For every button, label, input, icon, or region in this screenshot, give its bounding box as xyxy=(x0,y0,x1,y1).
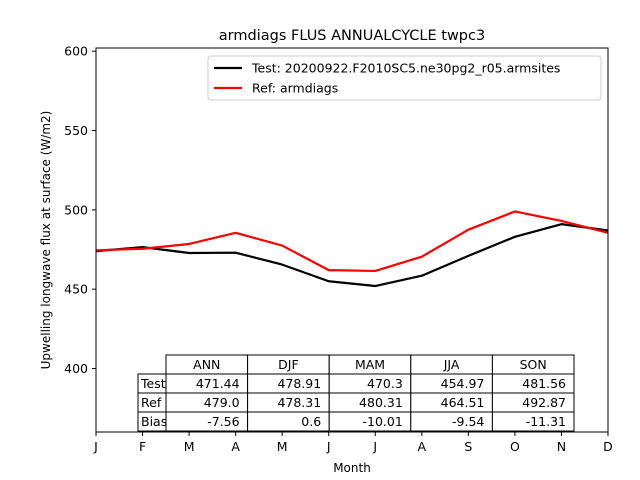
y-tick-label: 500 xyxy=(64,202,88,217)
table-row-label: Bias xyxy=(141,414,167,429)
table-cell-value: 470.3 xyxy=(367,376,403,391)
series-line-ref xyxy=(95,210,609,273)
y-tick-label: 550 xyxy=(64,123,88,138)
table-cell-value: 464.51 xyxy=(441,395,485,410)
table-cell-value: 478.31 xyxy=(277,395,321,410)
table-column-header: MAM xyxy=(355,357,385,372)
table-row-label: Test xyxy=(140,376,166,391)
series-line-test xyxy=(95,223,609,288)
x-tick-label: J xyxy=(372,439,377,454)
table-cell-value: -10.01 xyxy=(363,414,403,429)
table-cell-value: 454.97 xyxy=(441,376,485,391)
table-column-header: SON xyxy=(520,357,547,372)
x-tick-label: J xyxy=(326,439,331,454)
x-tick-label: M xyxy=(184,439,195,454)
legend-label: Test: 20200922.F2010SC5.ne30pg2_r05.arms… xyxy=(251,61,560,76)
y-tick-label: 600 xyxy=(64,44,88,59)
table-cell-value: 471.44 xyxy=(196,376,240,391)
y-tick-label: 400 xyxy=(64,361,88,376)
table-cell-value: -9.54 xyxy=(452,414,484,429)
table-cell-value: -11.31 xyxy=(526,414,566,429)
x-tick-label: F xyxy=(139,439,146,454)
table-row-label: Ref xyxy=(141,395,162,410)
chart-title: armdiags FLUS ANNUALCYCLE twpc3 xyxy=(219,28,485,44)
x-tick-label: D xyxy=(603,439,613,454)
x-tick-label: A xyxy=(231,439,240,454)
table-column-header: DJF xyxy=(278,357,299,372)
table-cell-value: 492.87 xyxy=(522,395,566,410)
x-tick-label: J xyxy=(93,439,98,454)
table-cell-value: 480.31 xyxy=(359,395,403,410)
x-axis-label: Month xyxy=(333,461,371,475)
table-column-header: JJA xyxy=(443,357,460,372)
table-cell-value: 478.91 xyxy=(277,376,321,391)
legend-box xyxy=(207,55,602,101)
table-cell-value: 479.0 xyxy=(204,395,240,410)
y-tick-label: 450 xyxy=(64,282,88,297)
x-tick-label: A xyxy=(418,439,427,454)
table-cell-value: 481.56 xyxy=(522,376,566,391)
table-cell xyxy=(491,411,575,432)
x-tick-label: S xyxy=(464,439,472,454)
x-tick-label: M xyxy=(277,439,288,454)
x-tick-label: N xyxy=(557,439,566,454)
legend-label: Ref: armdiags xyxy=(252,81,338,96)
table-cell-value: -7.56 xyxy=(207,414,239,429)
table-column-header: ANN xyxy=(193,357,220,372)
table-cell-value: 0.6 xyxy=(301,414,321,429)
x-tick-label: O xyxy=(510,439,520,454)
y-axis-label: Upwelling longwave flux at surface (W/m2… xyxy=(39,111,53,370)
plot-frame xyxy=(95,47,609,433)
